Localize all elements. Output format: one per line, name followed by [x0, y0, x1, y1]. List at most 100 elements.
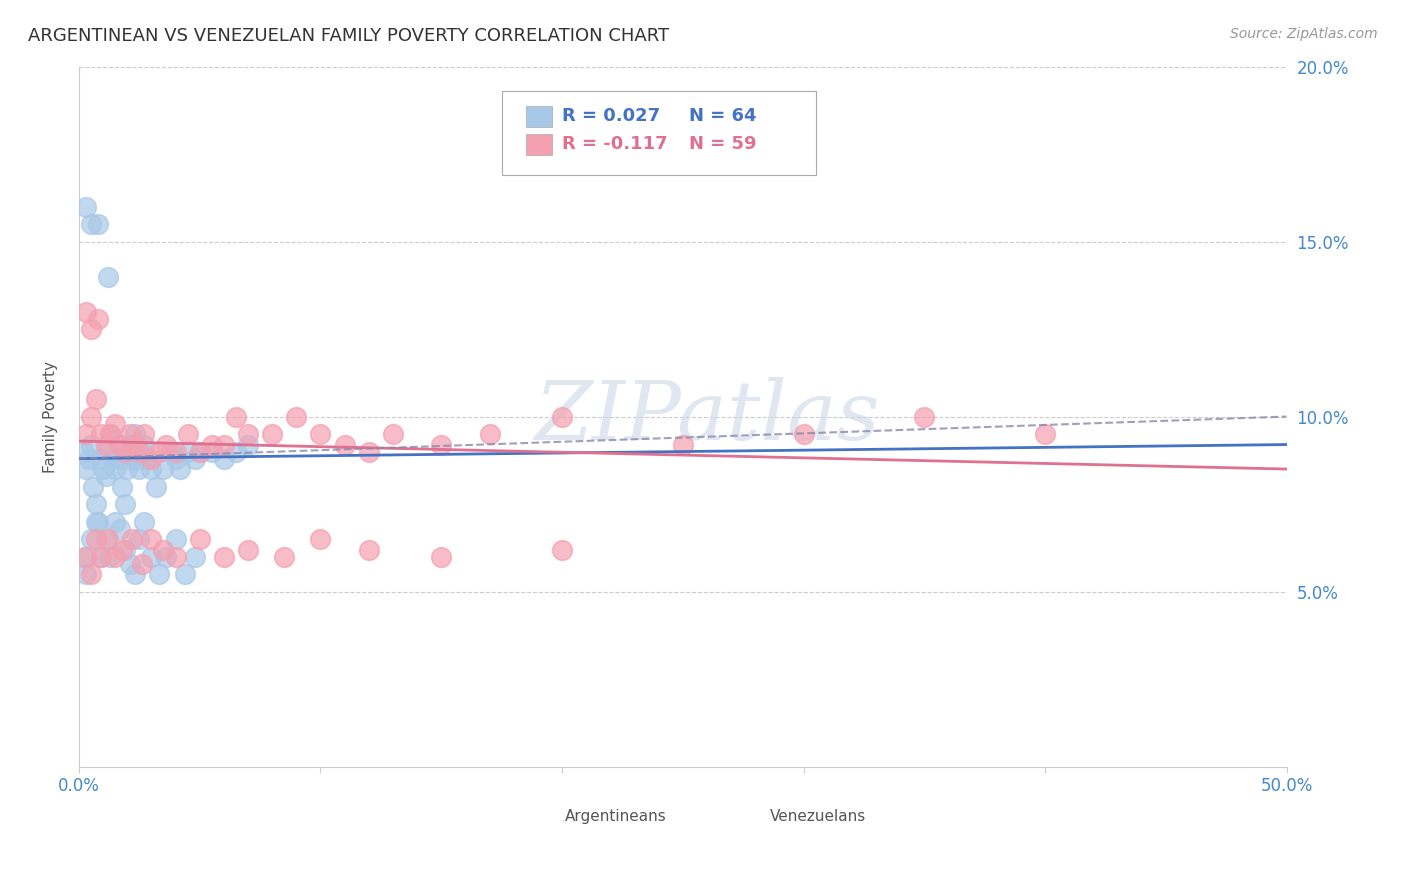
- Point: [124, 567, 146, 582]
- Bar: [526, 106, 553, 128]
- Point: [551, 542, 574, 557]
- Point: [551, 409, 574, 424]
- Point: [225, 409, 247, 424]
- Point: [114, 497, 136, 511]
- Point: [309, 532, 332, 546]
- Bar: [526, 135, 553, 155]
- Point: [98, 427, 121, 442]
- Point: [141, 549, 163, 564]
- Point: [236, 542, 259, 557]
- Point: [152, 462, 174, 476]
- Point: [188, 532, 211, 546]
- Point: [75, 304, 97, 318]
- Point: [104, 549, 127, 564]
- Point: [121, 532, 143, 546]
- Point: [169, 462, 191, 476]
- Point: [793, 427, 815, 442]
- Point: [121, 437, 143, 451]
- Point: [82, 479, 104, 493]
- Point: [84, 497, 107, 511]
- Point: [141, 451, 163, 466]
- Text: R = 0.027: R = 0.027: [562, 107, 661, 125]
- Point: [135, 451, 157, 466]
- Point: [124, 437, 146, 451]
- Point: [159, 444, 181, 458]
- Point: [165, 444, 187, 458]
- Point: [117, 462, 139, 476]
- Point: [94, 437, 117, 451]
- Point: [114, 444, 136, 458]
- Point: [75, 567, 97, 582]
- Point: [118, 451, 141, 466]
- Point: [73, 549, 96, 564]
- Point: [357, 444, 380, 458]
- Point: [114, 542, 136, 557]
- Point: [165, 532, 187, 546]
- Point: [201, 437, 224, 451]
- Point: [84, 392, 107, 406]
- Point: [155, 437, 177, 451]
- Point: [134, 427, 156, 442]
- Point: [108, 451, 131, 466]
- Text: R = -0.117: R = -0.117: [562, 135, 668, 153]
- Point: [125, 451, 148, 466]
- Point: [262, 427, 284, 442]
- Point: [134, 437, 156, 451]
- Point: [80, 409, 103, 424]
- Point: [134, 515, 156, 529]
- Point: [176, 427, 198, 442]
- Point: [104, 462, 127, 476]
- Point: [672, 437, 695, 451]
- Point: [131, 444, 153, 458]
- Point: [430, 437, 453, 451]
- Point: [90, 549, 112, 564]
- Point: [84, 515, 107, 529]
- Point: [80, 532, 103, 546]
- Bar: [538, 807, 560, 828]
- Point: [108, 522, 131, 536]
- Point: [118, 557, 141, 571]
- Point: [97, 269, 120, 284]
- Point: [124, 427, 146, 442]
- Point: [128, 532, 150, 546]
- Point: [77, 451, 100, 466]
- Point: [174, 567, 197, 582]
- Point: [101, 451, 124, 466]
- Point: [104, 515, 127, 529]
- Point: [141, 462, 163, 476]
- Point: [152, 542, 174, 557]
- Text: N = 64: N = 64: [689, 107, 756, 125]
- Point: [84, 532, 107, 546]
- Point: [75, 462, 97, 476]
- Text: ZIPatlas: ZIPatlas: [534, 376, 880, 457]
- Point: [225, 444, 247, 458]
- Point: [97, 444, 120, 458]
- Y-axis label: Family Poverty: Family Poverty: [44, 360, 58, 473]
- Point: [80, 217, 103, 231]
- Point: [201, 444, 224, 458]
- Point: [273, 549, 295, 564]
- Point: [94, 532, 117, 546]
- Point: [73, 444, 96, 458]
- Point: [165, 451, 187, 466]
- Point: [90, 451, 112, 466]
- Point: [118, 427, 141, 442]
- Point: [309, 427, 332, 442]
- Point: [148, 444, 170, 458]
- Point: [333, 437, 356, 451]
- Text: N = 59: N = 59: [689, 135, 756, 153]
- Point: [97, 532, 120, 546]
- Point: [91, 462, 114, 476]
- Point: [155, 549, 177, 564]
- Point: [148, 567, 170, 582]
- Point: [90, 427, 112, 442]
- Point: [75, 427, 97, 442]
- Point: [430, 549, 453, 564]
- FancyBboxPatch shape: [502, 91, 815, 175]
- Point: [108, 437, 131, 451]
- Point: [80, 322, 103, 336]
- Point: [188, 444, 211, 458]
- Point: [188, 444, 211, 458]
- Point: [131, 557, 153, 571]
- Point: [107, 437, 129, 451]
